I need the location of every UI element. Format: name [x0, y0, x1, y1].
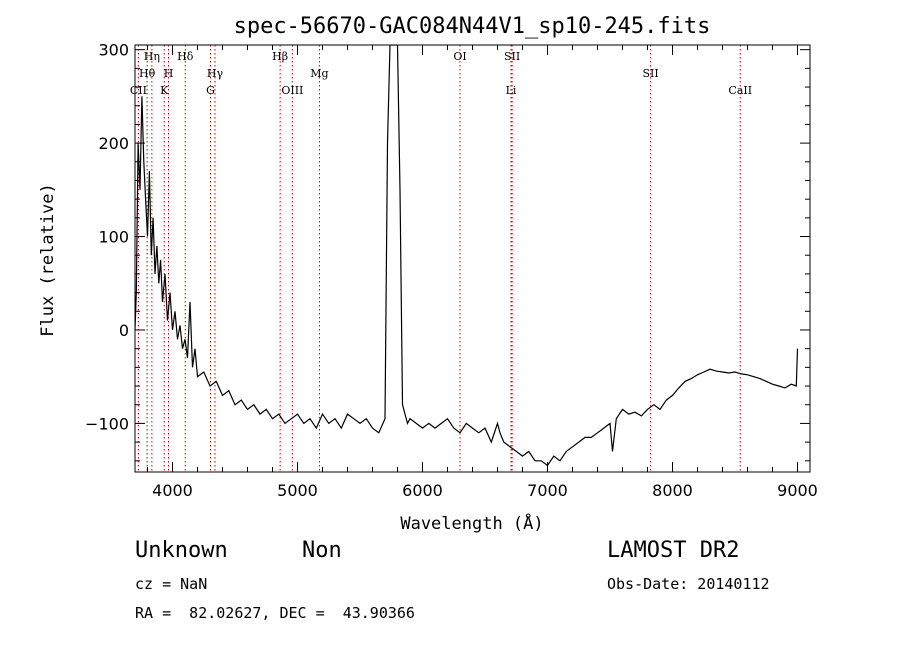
plot-frame: [134, 44, 811, 473]
sky-coordinates: RA = 82.02627, DEC = 43.90366: [135, 604, 415, 622]
y-tick-label-0: −100: [85, 414, 129, 433]
object-subclass: Non: [302, 538, 342, 563]
x-axis-label: Wavelength (Å): [400, 512, 543, 534]
y-tick-label-3: 200: [98, 134, 129, 153]
line-label-4: SII: [504, 50, 520, 63]
line-label-15: CaII: [728, 84, 752, 97]
object-class: Unknown: [135, 538, 228, 563]
line-label-7: Hγ: [207, 67, 224, 80]
y-tick-label-2: 100: [98, 228, 129, 247]
line-label-5: Hθ: [139, 67, 156, 80]
observation-date: Obs-Date: 20140112: [607, 575, 770, 593]
line-label-1: Hδ: [177, 50, 194, 63]
spectrum-series: [135, 45, 799, 467]
line-label-0: Hη: [144, 50, 160, 63]
redshift-value: cz = NaN: [135, 575, 208, 593]
line-label-6: H: [164, 67, 174, 80]
x-tick-label-2: 6000: [402, 481, 443, 500]
line-label-13: OIII: [281, 84, 303, 97]
line-label-14: Li: [506, 84, 517, 97]
x-tick-label-0: 4000: [152, 481, 193, 500]
x-tick-label-3: 7000: [527, 481, 568, 500]
plot-axes: 4000 5000 6000 7000 8000 9000 −100 0 100 200 300: [85, 41, 818, 500]
x-tick-label-1: 5000: [277, 481, 318, 500]
y-tick-label-1: 0: [119, 321, 129, 340]
line-label-8: Mg: [310, 67, 328, 80]
line-label-2: Hβ: [272, 50, 288, 63]
emission-line-markers: [137, 45, 741, 472]
emission-line-labels: Hη Hδ Hβ OI SII Hθ H Hγ Mg SII CII K G OIII Li CaII: [130, 50, 752, 97]
spectrum-line: [135, 45, 799, 467]
chart-title: spec-56670-GAC084N44V1_sp10-245.fits: [234, 14, 711, 39]
line-label-12: G: [206, 84, 215, 97]
survey-name: LAMOST DR2: [607, 538, 740, 563]
x-tick-label-4: 8000: [652, 481, 693, 500]
x-tick-label-5: 9000: [777, 481, 818, 500]
line-label-11: K: [160, 84, 169, 97]
line-label-9: SII: [643, 67, 659, 80]
line-label-10: CII: [130, 84, 147, 97]
y-axis-label: Flux (relative): [38, 183, 58, 337]
line-label-3: OI: [453, 50, 466, 63]
y-tick-label-4: 300: [98, 41, 129, 60]
